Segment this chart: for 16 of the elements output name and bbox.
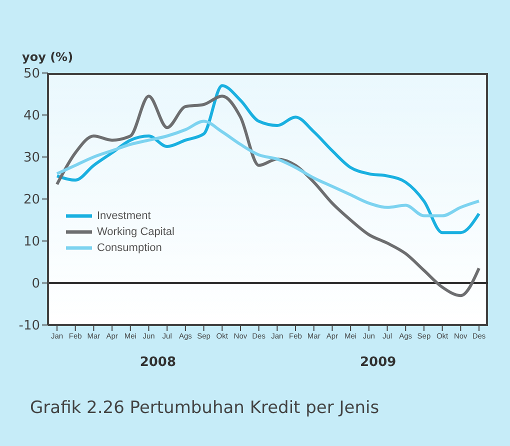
text: 2009 — [358, 355, 398, 370]
legend-label: Working Capital — [97, 226, 174, 238]
legend-label: Consumption — [97, 242, 162, 254]
y-tick-label: 0 — [32, 276, 40, 292]
y-axis-title: yoy (%) — [22, 50, 74, 64]
y-tick-label: 40 — [23, 108, 40, 124]
legend-label: Investment — [97, 210, 151, 222]
y-tick-label: 50 — [23, 66, 40, 82]
y-tick-label: -10 — [18, 318, 40, 334]
text: 2008 — [138, 355, 177, 370]
y-tick-label: 30 — [23, 150, 40, 166]
y-tick-label: 20 — [23, 192, 40, 208]
y-tick-label: 10 — [23, 234, 40, 250]
text: Grafik 2.26 Pertumbuhan Kredit per Jenis — [30, 398, 380, 418]
line-series — [56, 94, 480, 298]
line-series — [56, 120, 480, 218]
